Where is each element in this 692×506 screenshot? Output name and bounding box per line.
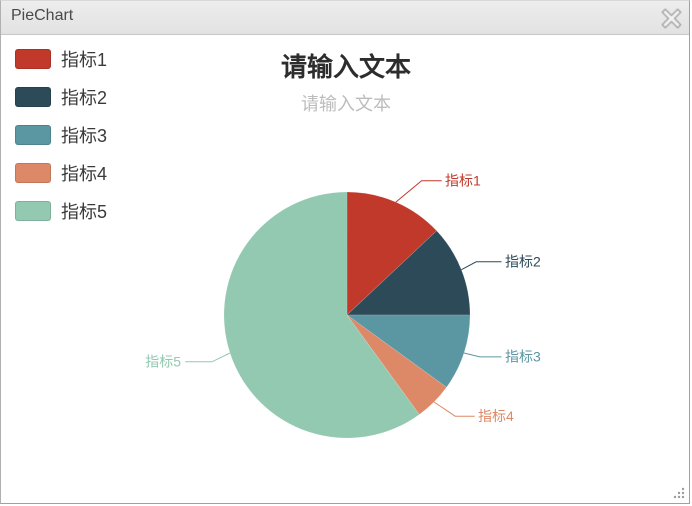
svg-text:指标5: 指标5 <box>145 354 181 370</box>
svg-text:指标4: 指标4 <box>478 408 514 424</box>
svg-text:指标3: 指标3 <box>505 349 541 365</box>
svg-text:指标1: 指标1 <box>445 173 481 189</box>
svg-text:指标2: 指标2 <box>505 254 541 270</box>
